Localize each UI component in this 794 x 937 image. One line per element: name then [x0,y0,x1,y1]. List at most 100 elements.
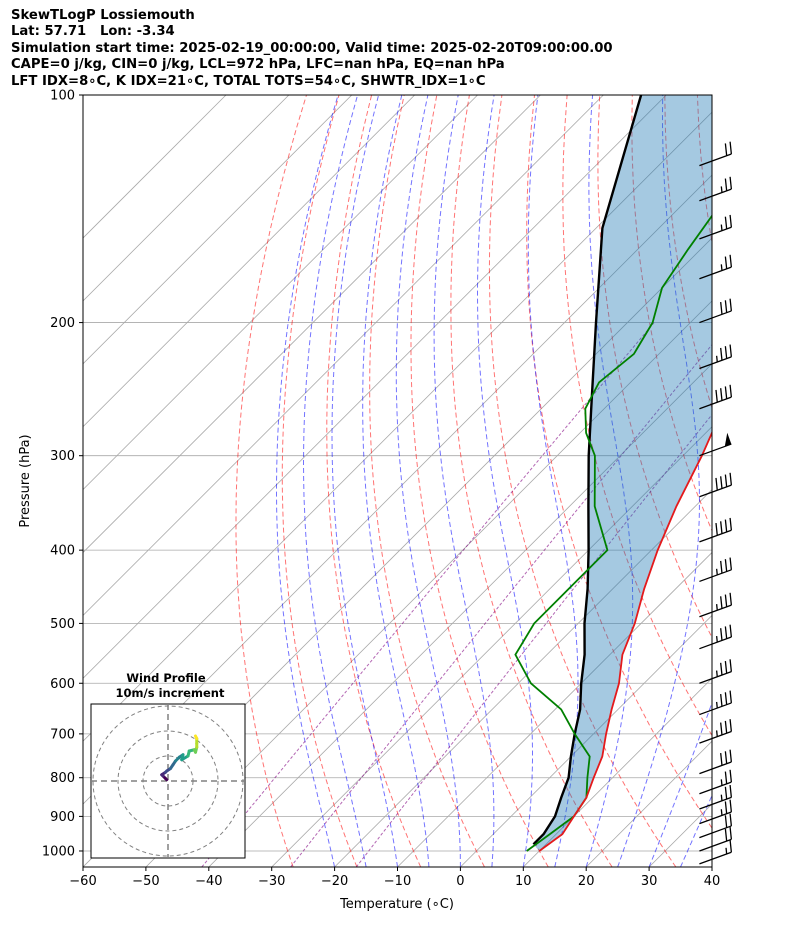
barb-full [720,693,723,707]
hodograph-ring [117,730,219,832]
moist-adiabat [477,95,533,867]
moist-adiabat [527,95,579,867]
y-tick-label: 1000 [42,844,75,859]
isotherm-line [83,95,478,491]
barb-shaft [699,396,732,410]
dry-adiabat [450,95,613,867]
barb-shaft [699,730,732,744]
wind-barb [699,839,733,865]
mixing-ratio-line [290,343,712,867]
dry-adiabat [730,95,794,867]
dry-adiabat [763,95,794,867]
cin-shaded-area [533,95,712,851]
x-tick-label: 10 [515,874,532,889]
subtitle-times: Simulation start time: 2025-02-19_00:00:… [11,40,613,56]
barb-full [724,346,728,359]
barb-full [720,347,723,361]
wind-barb [699,517,733,543]
dry-adiabat [597,95,712,639]
barb-shaft [699,153,732,167]
wind-barb [699,659,733,684]
barb-full [720,301,723,315]
wind-barb [699,592,733,618]
isotherm-line [145,300,712,867]
moist-adiabat [433,95,495,867]
barb-half [720,224,723,231]
chart-header: SkewTLogP Lossiemouth Lat: 57.71 Lon: -3.… [11,8,613,90]
x-tick-label: 30 [641,874,658,889]
barb-shaft [699,310,732,324]
barb-full [729,384,733,398]
barb-half [715,701,718,709]
barb-half [720,264,723,271]
moist-adiabat [648,701,712,867]
barb-full [720,560,723,574]
barb-full [724,178,728,191]
wind-barb [699,176,733,202]
dry-adiabat [526,95,712,829]
temperature-line [538,430,712,852]
barb-full [729,839,733,853]
moist-adiabat [362,95,430,867]
x-tick-label: −60 [69,874,96,889]
barb-shaft [699,811,732,825]
barb-full [724,720,728,734]
profiles [514,95,712,852]
moist-adiabat [303,95,367,867]
barb-full [724,786,728,800]
barb-full [720,722,723,735]
barb-full [715,477,718,491]
dry-adiabat [562,95,712,737]
y-tick-label: 100 [50,89,75,104]
y-tick-label: 800 [50,771,75,786]
barb-shaft [699,702,732,716]
wind-barb [699,813,733,839]
wind-barb [699,799,733,825]
barb-full [729,214,733,228]
hodograph-title: Wind Profile [126,671,206,685]
y-tick-label: 300 [50,449,75,464]
barb-full [724,559,728,572]
barb-full [729,749,733,763]
barb-full [724,626,728,639]
x-tick-label: 40 [704,874,721,889]
barb-full [729,344,733,357]
barb-full [724,256,728,269]
barb-full [724,660,728,674]
barb-full [729,472,733,486]
hodograph-subtitle: 10m/s increment [116,686,225,700]
y-tick-label: 500 [50,617,75,632]
barb-half [715,355,718,363]
barb-shaft [699,825,732,839]
moist-adiabat [395,95,461,867]
title-station: SkewTLogP Lossiemouth [11,8,195,23]
barb-shaft [699,761,732,775]
moist-adiabat [680,794,712,867]
barb-half [715,568,718,576]
barb-full [724,594,728,607]
barb-full [729,719,733,732]
wind-barb [699,344,733,370]
y-tick-label: 600 [50,677,75,692]
wind-barb [699,719,733,744]
x-tick-label: −40 [195,874,222,889]
barb-full [724,692,728,705]
barb-half [725,847,728,855]
barb-full [729,557,733,570]
barb-half [720,794,723,801]
barb-full [729,799,733,813]
isotherm-line [523,677,712,867]
wind-barb [699,384,733,410]
barb-flag [724,432,732,447]
isotherm-line [83,95,541,554]
barb-half [720,809,723,816]
subtitle-indices-1: CAPE=0 j/kg, CIN=0 j/kg, LCL=972 hPa, LF… [11,57,505,73]
wind-barb [699,298,733,324]
wind-barb [699,826,733,852]
barb-full [720,662,723,676]
dry-adiabat [235,95,307,867]
x-tick-label: −30 [258,874,285,889]
isotherm-line [83,95,604,616]
